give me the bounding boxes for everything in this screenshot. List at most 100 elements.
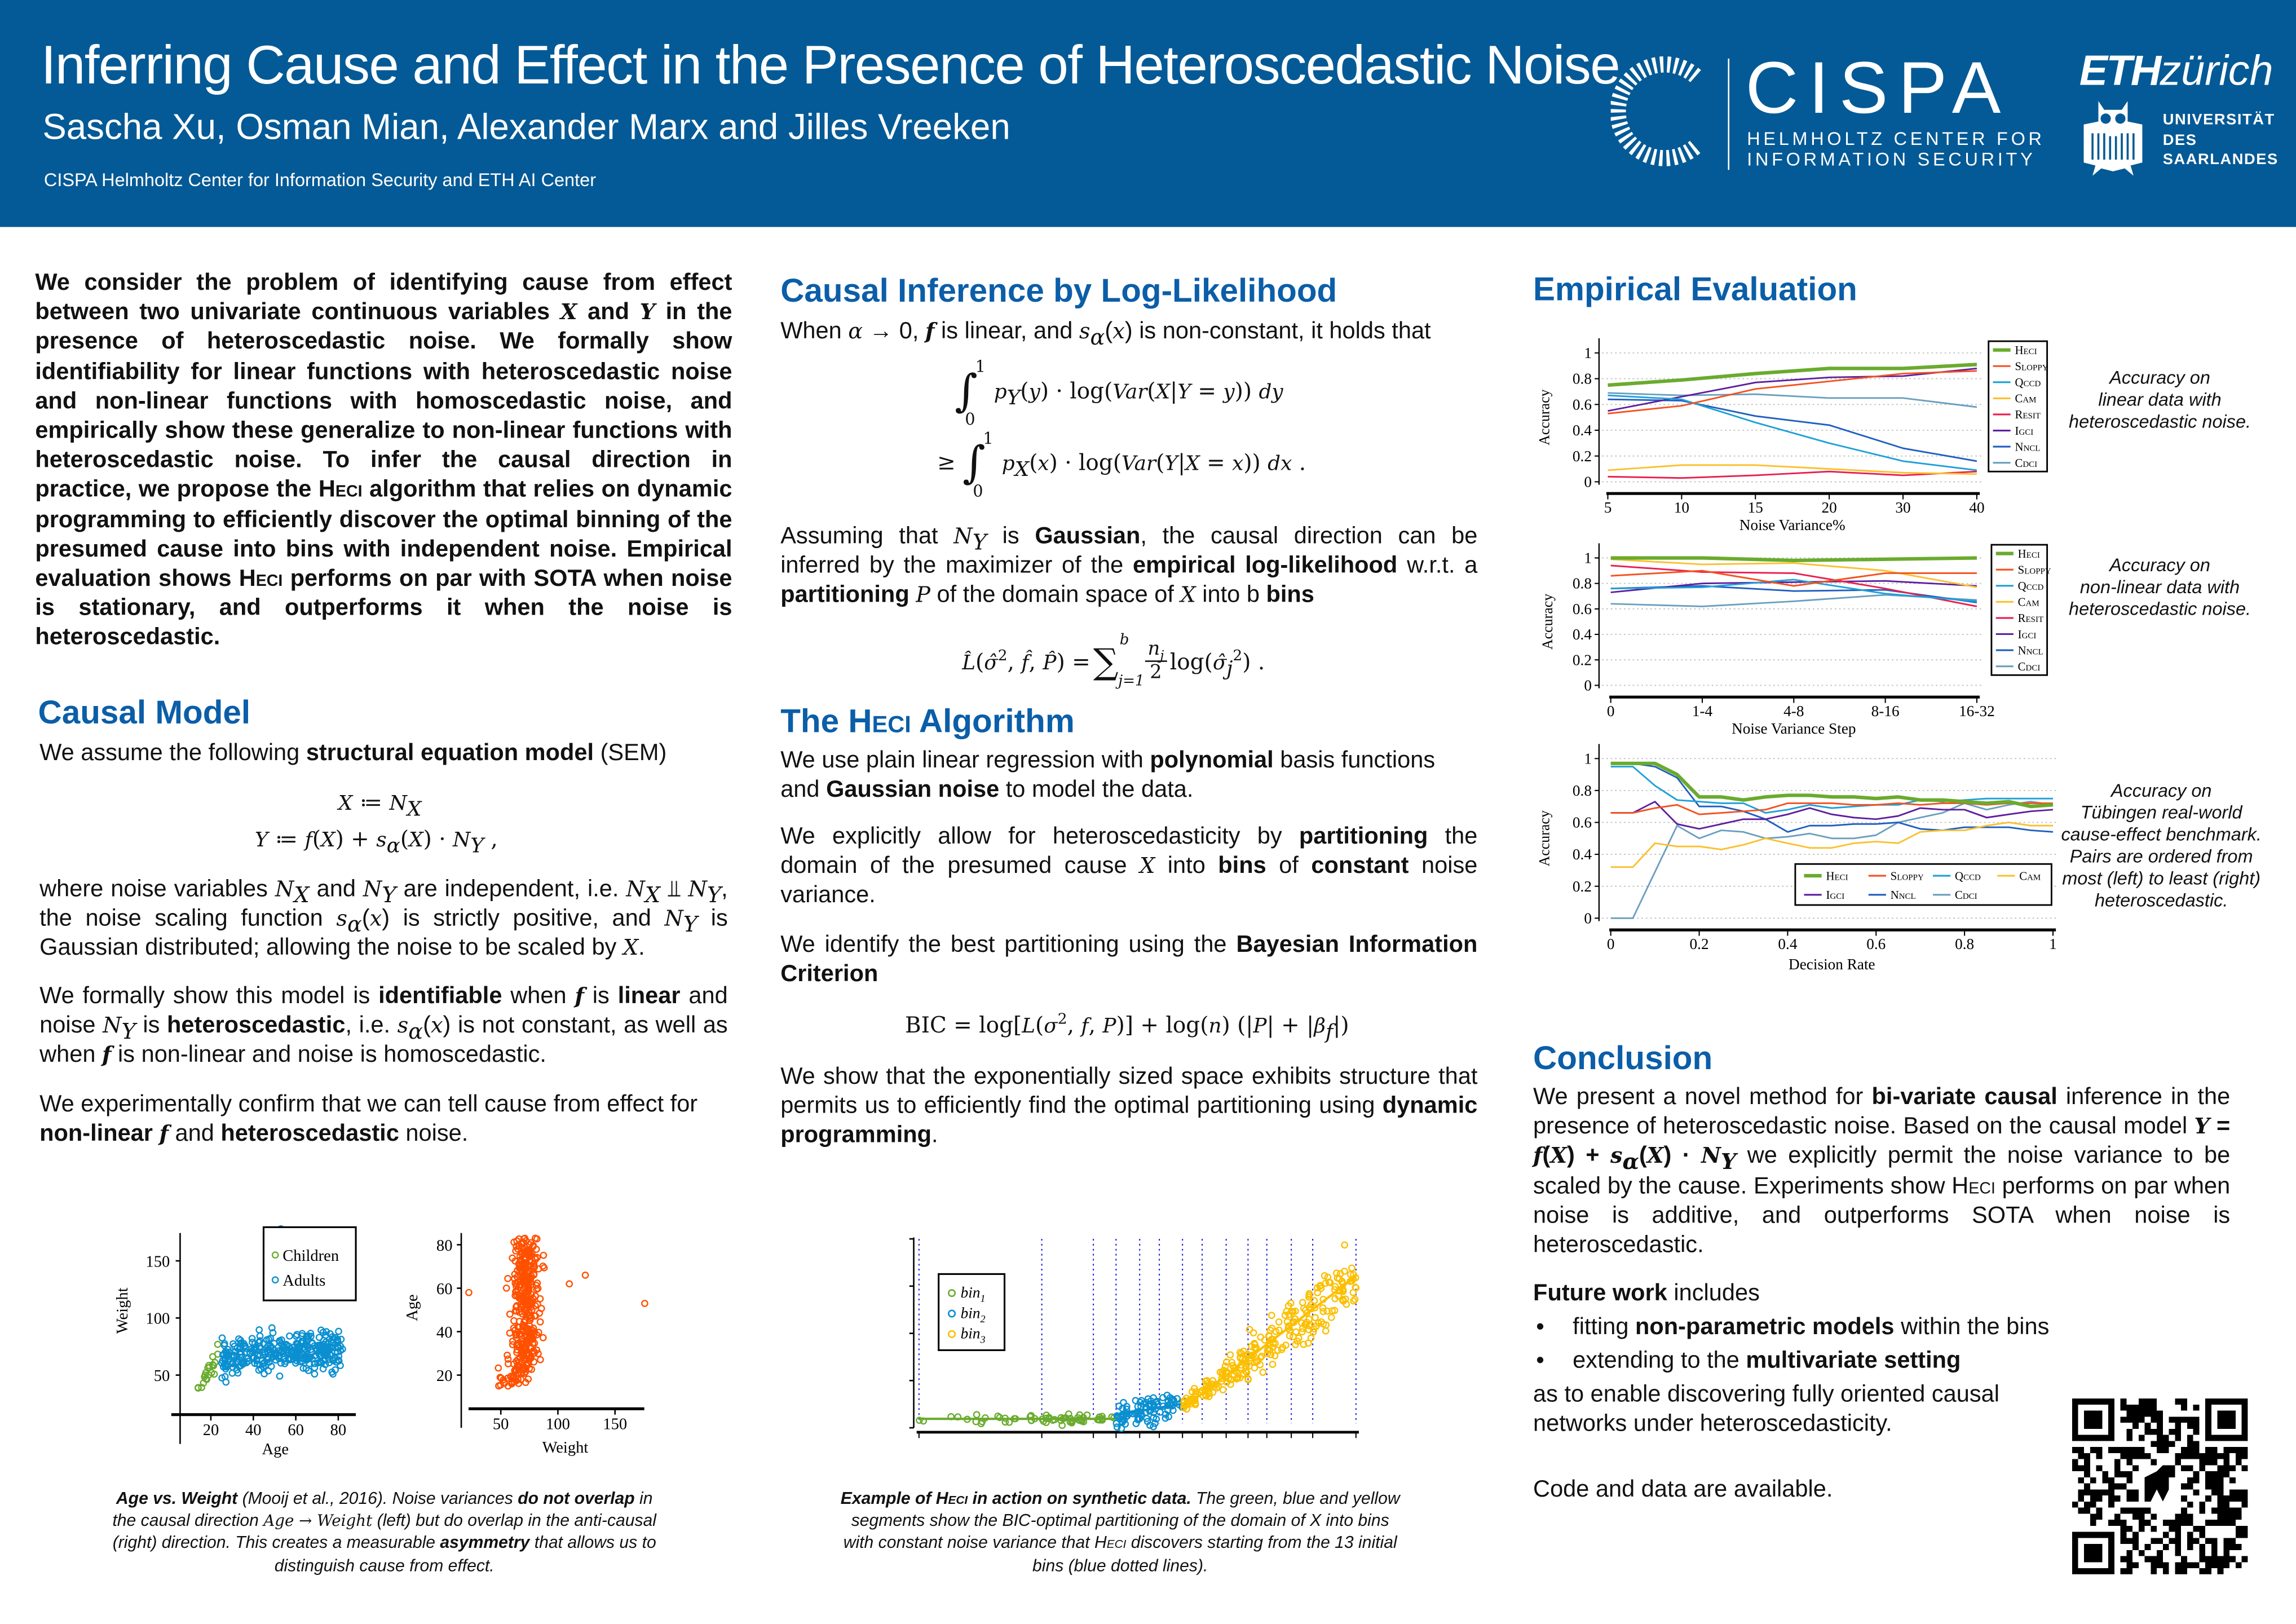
qr-module	[2126, 1404, 2133, 1411]
data-point	[522, 1338, 530, 1345]
heading-heci-algorithm: The Heci Algorithm	[780, 703, 1075, 740]
qr-module	[2223, 1520, 2230, 1526]
text-run: structural equation model	[306, 741, 594, 766]
annotation-line: non-linear data with	[2079, 577, 2240, 598]
y-tick-label: 0	[1584, 474, 1592, 491]
data-point-bin1	[1094, 1416, 1102, 1424]
data-point	[506, 1329, 514, 1337]
fraction-numerator: nj	[1145, 638, 1167, 663]
qr-module	[2090, 1477, 2096, 1484]
qr-module	[2084, 1483, 2090, 1490]
integral-upper: 1	[975, 357, 986, 377]
data-point-bin2	[1153, 1398, 1160, 1406]
text-run: Heci	[848, 703, 911, 740]
qr-module	[2223, 1556, 2230, 1563]
text-run: Gaussian	[1035, 524, 1141, 549]
data-point-bin2	[1143, 1418, 1151, 1426]
data-point-bin3	[1338, 1278, 1346, 1285]
data-point-bin3	[1205, 1389, 1213, 1397]
data-point-bin2	[1173, 1394, 1181, 1402]
qr-module	[2138, 1507, 2145, 1514]
math-symbol: X	[409, 828, 423, 853]
data-point-bin1	[1078, 1416, 1085, 1424]
qr-module	[2126, 1525, 2133, 1532]
data-point-adults	[311, 1370, 319, 1378]
qr-module	[2096, 1447, 2103, 1453]
math-symbol: x	[430, 1013, 443, 1039]
legend-label: Children	[282, 1247, 339, 1265]
text-run: multivariate setting	[1746, 1349, 1961, 1374]
legend-label: Heci	[1826, 870, 1848, 882]
qr-module	[2144, 1520, 2151, 1526]
data-point	[520, 1292, 528, 1300]
data-point-bin3	[1227, 1380, 1234, 1388]
y-axis-label: Accuracy	[1536, 389, 1553, 445]
qr-module	[2120, 1532, 2127, 1538]
qr-module	[2193, 1404, 2200, 1411]
legend-label: Qccd	[2018, 580, 2044, 593]
qr-module	[2120, 1404, 2127, 1411]
qr-module	[2223, 1465, 2230, 1472]
numerator-n: n	[1147, 638, 1160, 661]
data-point-adults	[218, 1359, 226, 1367]
data-point-bin3	[1202, 1378, 1209, 1385]
data-point-bin3	[1328, 1307, 1336, 1314]
qr-module	[2114, 1471, 2121, 1477]
qr-code[interactable]	[2072, 1398, 2248, 1574]
text-run: bi-variate causal	[1871, 1085, 2057, 1110]
qr-module	[2157, 1423, 2163, 1429]
series-line-qccd	[1610, 766, 2053, 814]
qr-module	[2126, 1568, 2133, 1574]
qr-module	[2223, 1459, 2230, 1466]
math-symbol: X	[294, 883, 310, 908]
text-run: Heci	[318, 478, 363, 503]
data-point-adults	[286, 1332, 293, 1340]
data-point-adults	[287, 1356, 294, 1363]
qr-module	[2187, 1520, 2193, 1526]
qr-module	[2193, 1441, 2200, 1448]
math-symbol: X	[1155, 379, 1171, 404]
math-symbol: P	[916, 583, 930, 608]
data-point-bin3	[1226, 1351, 1234, 1359]
text-run: Gaussian noise	[826, 778, 1000, 803]
legend-label: Nncl	[1891, 889, 1916, 902]
data-point-bin2	[1136, 1409, 1143, 1416]
math-symbol: N	[275, 877, 294, 902]
qr-module	[2241, 1501, 2248, 1508]
qr-module	[2193, 1489, 2200, 1496]
qr-module	[2223, 1471, 2230, 1477]
data-point-bin1	[1012, 1415, 1019, 1423]
text-run: asymmetry	[440, 1534, 530, 1553]
data-point-adults	[270, 1340, 278, 1347]
annotation-line: most (left) to least (right)	[2062, 868, 2261, 889]
text-run: =	[2209, 1114, 2231, 1140]
data-point-adults	[276, 1372, 284, 1380]
qr-module	[2138, 1416, 2145, 1423]
math-symbol: f	[1533, 1144, 1543, 1170]
qr-module	[2229, 1538, 2236, 1544]
math-symbol: σ̂	[1212, 651, 1227, 674]
math-symbol: Y	[1177, 379, 1191, 404]
data-point-bin3	[1336, 1270, 1344, 1278]
series-line-resit	[1610, 564, 1977, 607]
math-symbol: s	[1079, 319, 1090, 345]
qr-module	[2162, 1441, 2169, 1448]
data-point	[524, 1248, 532, 1256]
data-point-adults	[334, 1344, 342, 1352]
data-point-adults	[219, 1363, 227, 1371]
qr-module	[2199, 1550, 2206, 1556]
text-run: do not overlap	[518, 1489, 635, 1508]
math-symbol: s	[336, 907, 348, 932]
future-work-label: Future work includes	[1533, 1281, 1760, 1307]
qr-module	[2193, 1447, 2200, 1453]
data-point-adults	[307, 1332, 315, 1340]
data-point-bin1	[1027, 1416, 1035, 1424]
qr-module	[2175, 1435, 2182, 1441]
data-point	[515, 1369, 523, 1377]
data-point-bin2	[1162, 1414, 1169, 1422]
annotation-line: cause-effect benchmark.	[2061, 824, 2262, 845]
series-line-cdci	[1610, 801, 2054, 919]
data-point-children	[211, 1358, 219, 1366]
qr-module	[2126, 1477, 2133, 1484]
data-point-children	[214, 1340, 222, 1348]
